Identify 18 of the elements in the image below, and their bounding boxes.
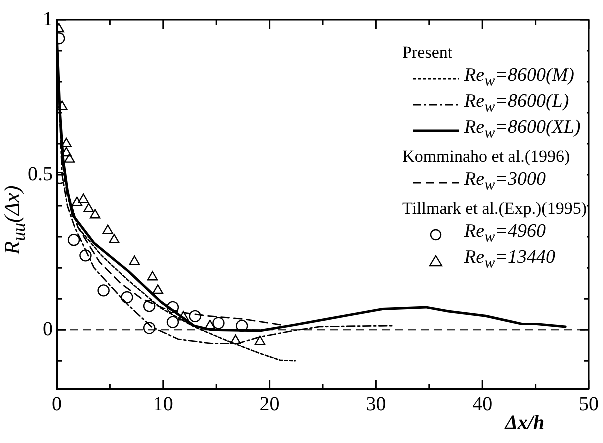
y-tick-label: 1	[43, 8, 53, 30]
legend-label: Re$_{w}$=8600(XL)	[464, 117, 581, 144]
y-tick-label: 0	[43, 318, 53, 340]
legend-label: Re$_{w}$=4960	[464, 221, 546, 248]
annotation: Komminaho et al.(1996)	[402, 146, 572, 168]
x-tick-label: 30	[366, 393, 386, 416]
y-tick-label: 0.5	[28, 163, 53, 186]
x-tick-label: 20	[260, 393, 280, 416]
x-tick-label: 50	[579, 393, 599, 416]
annotation: Tillmark et al.(Exp.)(1995)	[402, 198, 587, 220]
legend-label: Re$_{w}$=13440	[464, 247, 556, 274]
x-tick-label: 40	[472, 393, 493, 416]
x-axis-title: Δx/h	[505, 412, 545, 434]
annotation: Present	[402, 42, 454, 64]
legend-label: Re$_{w}$=8600(M)	[464, 65, 574, 92]
x-tick-label: 10	[153, 393, 174, 416]
legend-label: Re$_{w}$=8600(L)	[464, 91, 570, 118]
legend-label: Re$_{w}$=3000	[464, 169, 546, 196]
